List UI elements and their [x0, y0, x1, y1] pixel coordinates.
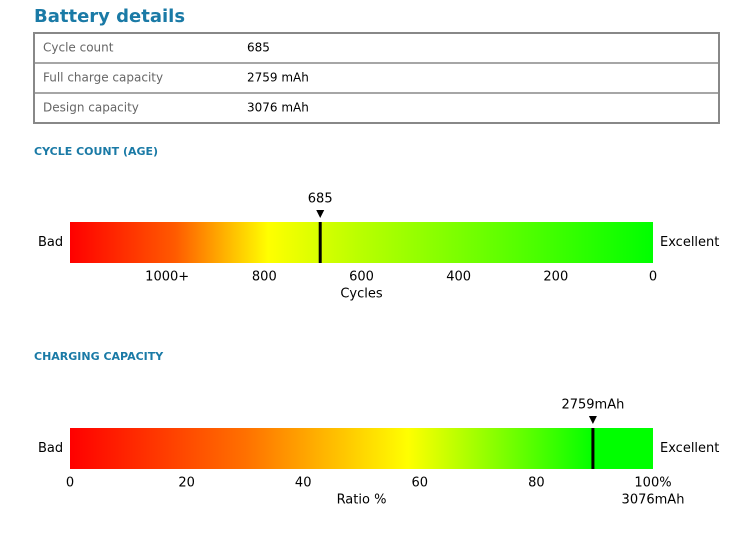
table-border — [33, 32, 720, 124]
tick-label: 600 — [349, 270, 374, 285]
tick-label: 60 — [412, 476, 429, 491]
row-value: 2759 mAh — [247, 71, 309, 85]
left-label: Bad — [38, 441, 63, 456]
tick-label: 80 — [528, 476, 545, 491]
tick-label: 200 — [543, 270, 568, 285]
tick-label: 100% — [634, 476, 671, 491]
full-scale-label: 3076mAh — [622, 493, 685, 508]
row-label: Design capacity — [43, 101, 139, 115]
tick-label: 20 — [178, 476, 195, 491]
marker-label: 2759mAh — [561, 398, 624, 413]
row-value: 3076 mAh — [247, 101, 309, 115]
tick-label: 0 — [66, 476, 74, 491]
marker-arrow — [588, 416, 597, 424]
row-label: Cycle count — [43, 41, 114, 55]
tick-label: 400 — [446, 270, 471, 285]
axis-label: Cycles — [340, 287, 383, 302]
title: Battery details — [34, 6, 185, 27]
tick-label: 800 — [252, 270, 277, 285]
axis-label: Ratio % — [337, 493, 387, 508]
section-heading: CYCLE COUNT (AGE) — [34, 145, 158, 158]
right-label: Excellent — [660, 441, 719, 456]
left-label: Bad — [38, 235, 63, 250]
marker-arrow — [316, 210, 325, 218]
right-label: Excellent — [660, 235, 719, 250]
tick-label: 40 — [295, 476, 312, 491]
section-heading: CHARGING CAPACITY — [34, 350, 164, 363]
tick-label: 1000+ — [145, 270, 189, 285]
marker-label: 685 — [308, 192, 333, 207]
row-label: Full charge capacity — [43, 71, 163, 85]
row-value: 685 — [247, 41, 270, 55]
tick-label: 0 — [649, 270, 657, 285]
gauge-bar — [70, 428, 653, 469]
gauge-bar — [70, 222, 653, 263]
